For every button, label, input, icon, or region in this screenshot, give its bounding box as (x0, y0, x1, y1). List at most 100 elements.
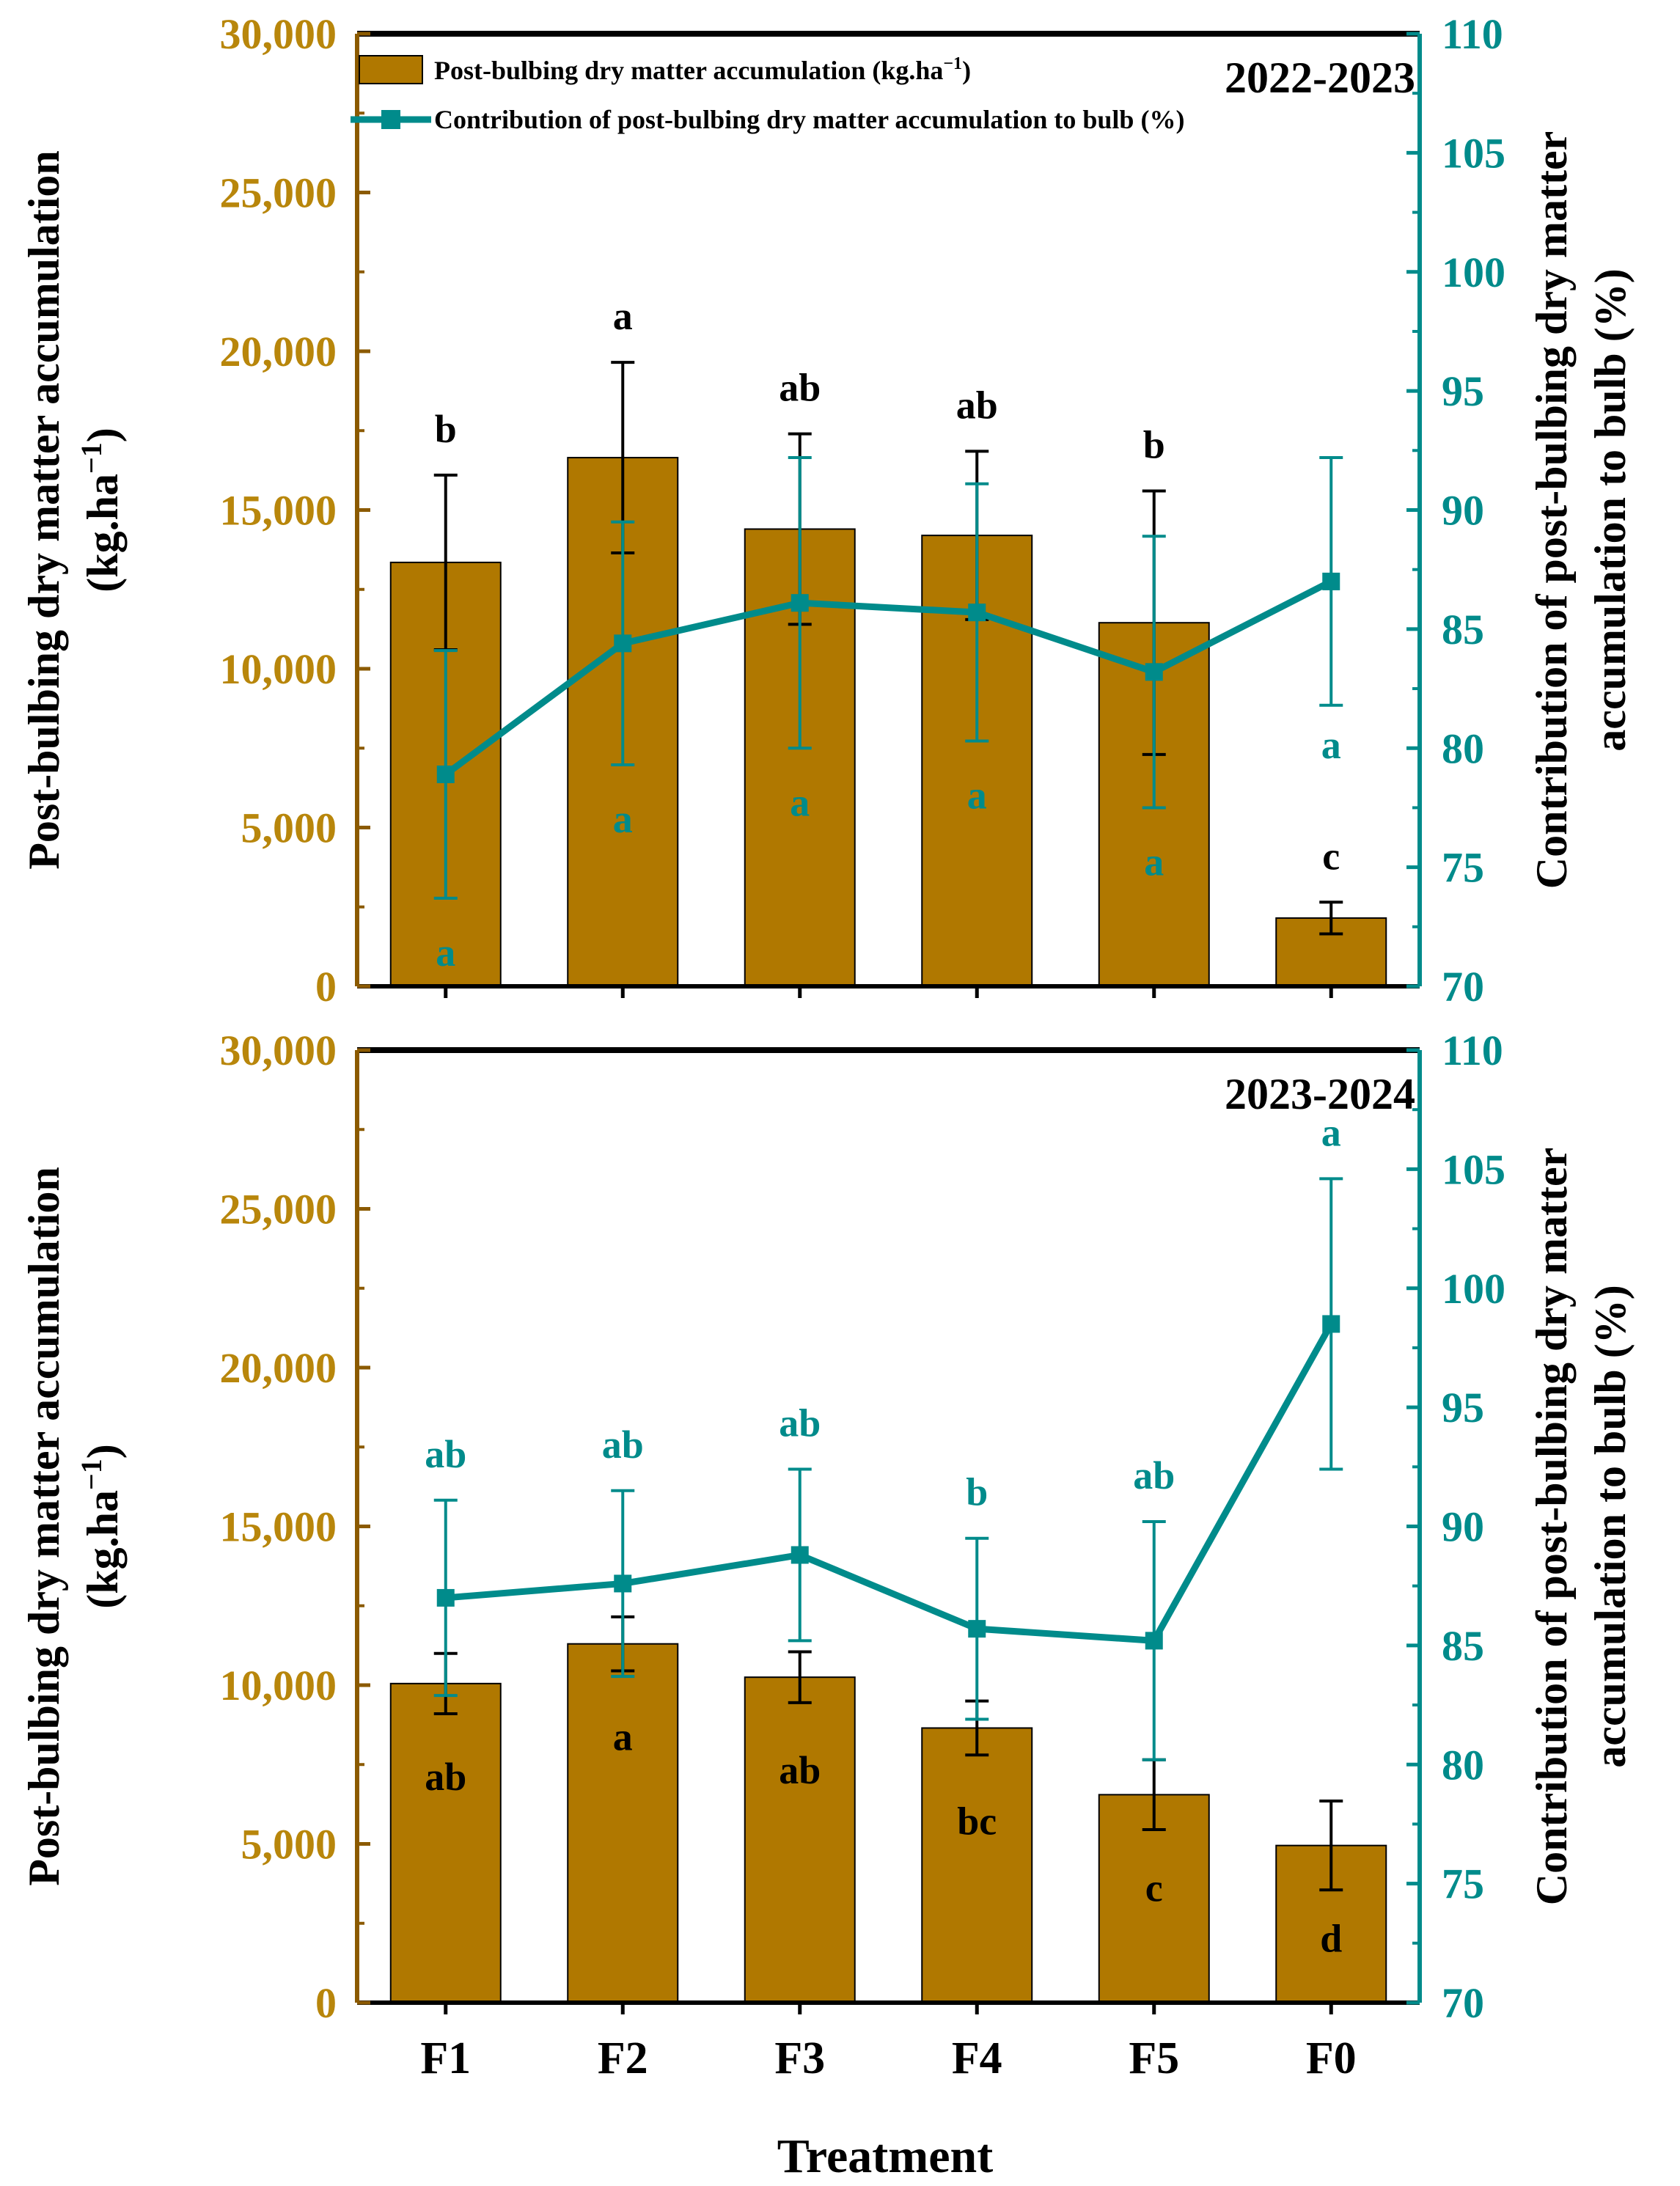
right-y-axis-label: Contribution of post-bulbing dry matter a… (1527, 1148, 1635, 1905)
bar-significance-letter: c (1322, 834, 1340, 878)
right-tick-label: 105 (1442, 129, 1505, 177)
bar-significance-letter: d (1320, 1917, 1342, 1961)
line-point-F4 (968, 604, 986, 622)
bar-F3 (744, 1676, 856, 2004)
contribution-line (444, 578, 1333, 777)
left-tick-label: 30,000 (220, 10, 337, 58)
right-tick-label: 70 (1442, 1979, 1484, 2027)
chart-panel-2: ab a ab bc c d ab ab ab b ab a F1 F2 F3 F4 F5 F0 0 5,000 10,… (20, 1027, 1635, 2083)
bar-significance-letter: ab (779, 1748, 821, 1792)
left-y-label-line2: (kg.ha−1) (75, 428, 127, 593)
right-y-label-line2: accumulation to bulb (%) (1586, 268, 1635, 751)
x-tick-label-F4: F4 (952, 2033, 1002, 2083)
x-tick-label-F2: F2 (598, 2033, 648, 2083)
line-significance-letter: a (1144, 840, 1164, 884)
line-point-F1 (436, 1588, 455, 1607)
left-tick-label: 5,000 (241, 1821, 337, 1868)
line-significance-letter: a (436, 931, 455, 975)
left-tick-label: 0 (315, 963, 337, 1011)
line-point-F3 (791, 1546, 809, 1564)
x-tick-label-F3: F3 (774, 2033, 825, 2083)
legend-bar-label-sup: −1 (943, 54, 962, 73)
right-tick-label: 95 (1442, 367, 1484, 415)
left-tick-label: 20,000 (220, 328, 337, 375)
left-y-label-close: ) (78, 428, 127, 442)
left-y-label-sup: −1 (75, 442, 108, 474)
panel-year-title: 2023-2024 (1225, 1070, 1415, 1118)
right-y-label-line2: accumulation to bulb (%) (1586, 1285, 1635, 1767)
right-tick-label: 100 (1442, 249, 1505, 296)
left-y-axis-label: Post-bulbing dry matter accumulation (kg.… (20, 1167, 127, 1886)
line-significance-letter: ab (425, 1432, 466, 1476)
legend-bar-label-end: ) (962, 56, 971, 85)
line-significance-letter: a (613, 797, 633, 841)
bar-significance-letter: a (613, 1715, 633, 1759)
right-tick-label: 110 (1442, 1027, 1503, 1074)
line-significance-letter: ab (1133, 1453, 1175, 1497)
right-y-label-line1: Contribution of post-bulbing dry matter (1527, 131, 1576, 889)
bar-F2 (567, 1643, 679, 2003)
legend-line-label: Contribution of post-bulbing dry matter … (434, 105, 1184, 134)
x-tick-label-F1: F1 (420, 2033, 471, 2083)
bar-significance-letter: bc (957, 1799, 997, 1843)
line-significance-letter: a (790, 780, 810, 824)
left-tick-label: 30,000 (220, 1027, 337, 1074)
line-point-F5 (1145, 1632, 1163, 1650)
line-point-F0 (1322, 1315, 1340, 1333)
right-tick-label: 70 (1442, 963, 1484, 1011)
line-significance-letter: ab (779, 1401, 821, 1445)
line-significance-letter: a (1321, 723, 1341, 767)
right-tick-label: 90 (1442, 1503, 1484, 1551)
right-tick-label: 75 (1442, 844, 1484, 892)
bar-significance-letter: a (613, 294, 633, 338)
line-significance-letter: ab (602, 1423, 644, 1467)
x-axis-title: Treatment (777, 2130, 993, 2183)
left-tick-label: 10,000 (220, 1662, 337, 1709)
left-tick-label: 15,000 (220, 1503, 337, 1551)
right-tick-label: 75 (1442, 1860, 1484, 1908)
bar-F1 (389, 1682, 502, 2003)
line-significance-letter: b (966, 1470, 988, 1514)
bar-significance-letter: b (1143, 423, 1165, 467)
line-point-F2 (614, 634, 632, 653)
contribution-line (445, 1322, 1335, 1644)
left-tick-label: 5,000 (241, 804, 337, 852)
right-tick-label: 110 (1442, 10, 1503, 58)
left-y-label-unit: (kg.ha (78, 1490, 127, 1609)
legend-bar-swatch (359, 55, 423, 84)
right-tick-label: 80 (1442, 725, 1484, 772)
bar-F4 (921, 1727, 1033, 2004)
right-y-axis-label: Contribution of post-bulbing dry matter a… (1527, 131, 1635, 889)
bar-significance-letter: b (435, 407, 457, 451)
legend-bar-label: Post-bulbing dry matter accumulation (kg… (434, 54, 971, 85)
left-y-label-line1: Post-bulbing dry matter accumulation (20, 1167, 68, 1886)
bar-significance-letter: c (1145, 1866, 1163, 1910)
right-tick-label: 95 (1442, 1384, 1484, 1431)
right-tick-label: 85 (1442, 1622, 1484, 1670)
left-tick-label: 25,000 (220, 1186, 337, 1233)
left-y-label-close: ) (78, 1444, 127, 1459)
bar-significance-letter: ab (956, 383, 998, 427)
line-point-F1 (436, 765, 455, 783)
right-tick-label: 85 (1442, 606, 1484, 653)
left-tick-label: 25,000 (220, 169, 337, 217)
right-tick-label: 105 (1442, 1145, 1505, 1193)
line-point-F2 (614, 1574, 632, 1593)
left-tick-label: 10,000 (220, 645, 337, 693)
right-y-label-line1: Contribution of post-bulbing dry matter (1527, 1148, 1576, 1905)
bar-significance-letter: ab (425, 1755, 466, 1799)
chart-panel-1: b a ab ab b c a a a a a a 0 5,000 10,000 15,000 20,000 25… (20, 10, 1635, 1011)
line-point-F0 (1322, 572, 1340, 590)
left-y-label-unit: (kg.ha (78, 474, 127, 593)
line-point-F3 (791, 594, 809, 612)
left-tick-label: 15,000 (220, 487, 337, 535)
line-point-F4 (968, 1620, 986, 1638)
x-tick-label-F5: F5 (1129, 2033, 1179, 2083)
line-significance-letter: a (1321, 1110, 1341, 1154)
x-tick-label-F0: F0 (1306, 2033, 1357, 2083)
panel-year-title: 2022-2023 (1225, 54, 1415, 102)
left-y-label-line2: (kg.ha−1) (75, 1444, 127, 1609)
line-point-F5 (1145, 663, 1163, 681)
legend: Post-bulbing dry matter accumulation (kg… (351, 54, 1184, 134)
left-y-label-line1: Post-bulbing dry matter accumulation (20, 150, 68, 870)
